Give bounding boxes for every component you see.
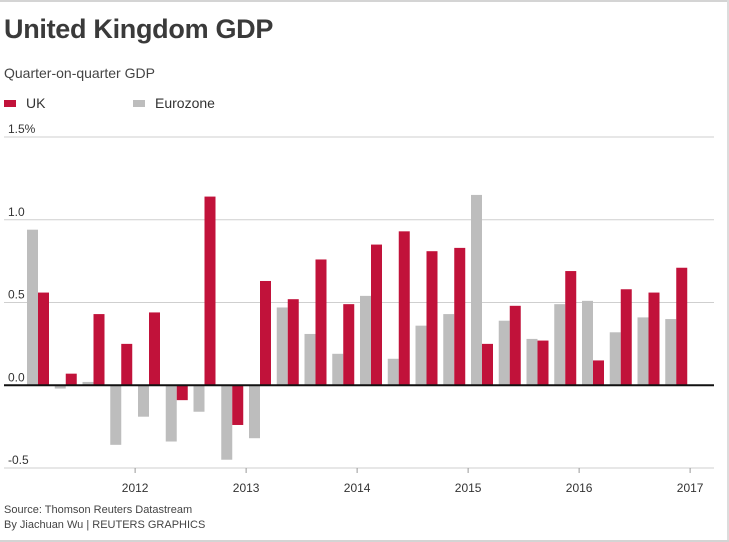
bar-eurozone <box>221 385 233 460</box>
legend-label-eurozone: Eurozone <box>155 95 215 111</box>
chart-subtitle: Quarter-on-quarter GDP <box>4 65 155 81</box>
x-tick-label: 2014 <box>344 481 371 495</box>
x-tick-label: 2015 <box>455 481 482 495</box>
legend-item-eurozone: Eurozone <box>133 95 215 111</box>
x-tick-label: 2013 <box>233 481 260 495</box>
bar-uk <box>232 385 244 425</box>
chart-title: United Kingdom GDP <box>4 14 274 44</box>
bar-eurozone <box>471 194 482 386</box>
bar-eurozone <box>415 325 427 386</box>
bar-uk <box>676 267 688 386</box>
bottom-border <box>0 540 729 542</box>
legend-swatch-uk <box>4 99 16 107</box>
top-border <box>0 0 729 2</box>
legend-swatch-eurozone <box>133 99 145 107</box>
bar-eurozone <box>110 385 122 445</box>
source-text: Source: Thomson Reuters Datastream <box>4 504 193 516</box>
x-tick-label: 2012 <box>122 481 149 495</box>
bar-eurozone <box>554 304 566 386</box>
bar-uk <box>260 280 271 386</box>
bar-uk <box>398 231 410 386</box>
legend-item-uk: UK <box>4 95 45 111</box>
source-note: Source: Thomson Reuters Datastream By Ji… <box>4 503 205 533</box>
bar-eurozone <box>276 307 288 386</box>
bar-eurozone <box>526 338 538 386</box>
y-tick-label: 0.0 <box>8 370 25 384</box>
bar-uk <box>648 292 660 386</box>
legend-label-uk: UK <box>26 95 46 111</box>
bar-uk <box>565 271 577 386</box>
y-tick-label: 1.0 <box>8 205 25 219</box>
bar-eurozone <box>304 333 316 386</box>
bar-eurozone <box>609 332 621 386</box>
bar-eurozone <box>249 385 260 439</box>
y-tick-label: 0.5 <box>8 288 25 302</box>
bar-uk <box>149 312 160 386</box>
bar-uk <box>537 340 549 386</box>
bar-uk <box>426 251 438 386</box>
bar-eurozone <box>387 358 399 386</box>
bar-uk <box>176 385 188 401</box>
bar-uk <box>315 259 327 386</box>
bar-eurozone <box>443 314 455 386</box>
bar-uk <box>65 373 77 386</box>
bar-uk <box>620 289 632 386</box>
bar-eurozone <box>360 295 371 386</box>
bar-eurozone <box>138 385 149 417</box>
bar-eurozone <box>82 381 94 386</box>
bar-uk <box>343 304 355 386</box>
bar-eurozone <box>498 320 510 386</box>
bar-eurozone <box>27 229 38 386</box>
bar-eurozone <box>165 385 177 442</box>
bar-eurozone <box>582 300 593 386</box>
bar-uk <box>482 343 493 386</box>
x-tick-label: 2016 <box>566 481 593 495</box>
bar-eurozone <box>54 385 66 389</box>
bar-uk <box>38 292 49 386</box>
bar-eurozone <box>193 385 205 412</box>
bar-eurozone <box>637 317 649 386</box>
bar-uk <box>93 314 105 386</box>
bar-uk <box>371 244 382 386</box>
x-tick-label: 2017 <box>677 481 704 495</box>
bar-uk <box>593 360 604 386</box>
y-tick-label: 1.5% <box>8 122 36 136</box>
bar-uk <box>287 299 299 386</box>
credit-text: By Jiachuan Wu | REUTERS GRAPHICS <box>4 519 206 531</box>
bar-eurozone <box>332 353 344 386</box>
right-border <box>727 0 729 542</box>
bar-uk <box>204 196 216 386</box>
y-tick-label: -0.5 <box>8 453 29 467</box>
bar-uk <box>121 343 133 386</box>
bar-uk <box>509 305 521 386</box>
bar-eurozone <box>665 319 677 386</box>
bar-uk <box>454 247 466 386</box>
